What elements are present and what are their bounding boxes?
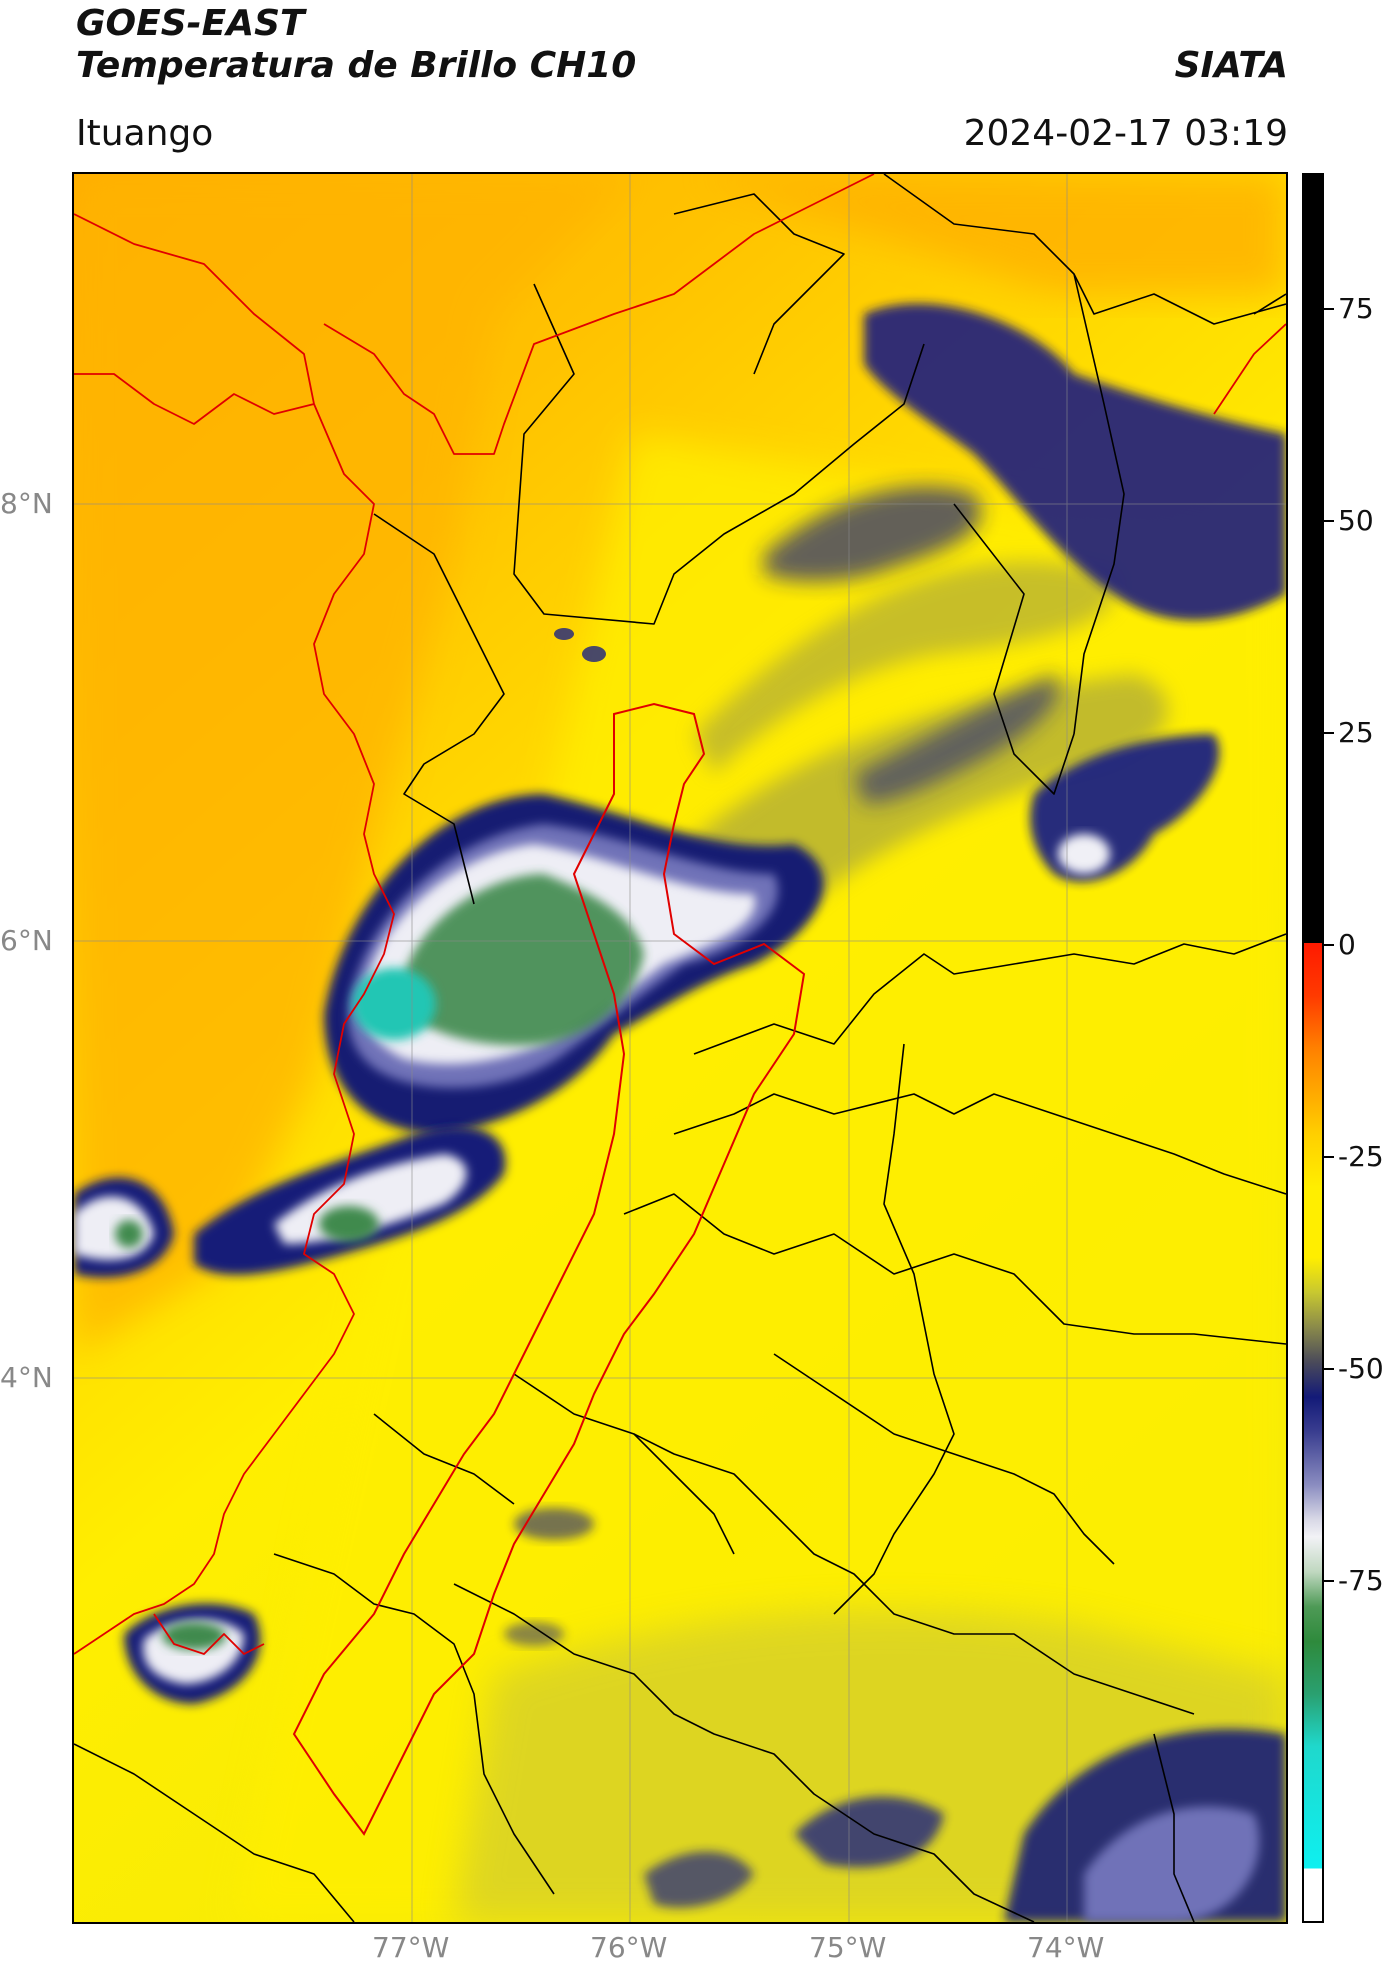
organization-label: SIATA (1174, 45, 1288, 86)
cloud-speck-4 (582, 646, 606, 662)
colorbar-tick-0 (1324, 944, 1334, 946)
cool-yellow-area (234, 434, 1286, 1922)
coast-sw-island (153, 1613, 265, 1655)
boundary-dept-14 (273, 1553, 555, 1895)
boundary-dept-5 (1073, 273, 1125, 735)
boundary-dept-2 (373, 513, 505, 905)
cloud-speck-1 (514, 1508, 594, 1540)
colorbar-label-minus25: -25 (1338, 1140, 1384, 1173)
cloud-east-cell-top (1058, 834, 1110, 874)
location-label: Ituango (76, 113, 214, 154)
antioquia-boundary (292, 702, 806, 1836)
boundary-dept-12 (633, 1433, 1195, 1715)
boundary-dept-4 (883, 174, 1286, 325)
cloud-coast-green (162, 1622, 226, 1650)
cloud-ne-tail (764, 486, 982, 582)
coast-ne (1213, 323, 1286, 415)
lat-label-6n: 6°N (0, 924, 53, 957)
lat-label-8n: 8°N (0, 487, 53, 520)
boundary-dept-1 (513, 283, 925, 625)
boundary-dept-18 (373, 1413, 515, 1505)
colorbar-label-minus50: -50 (1338, 1352, 1384, 1385)
boundary-dept-7 (693, 933, 1286, 1055)
colorbar-label-25: 25 (1338, 716, 1374, 749)
colorbar-label-minus75: -75 (1338, 1564, 1384, 1597)
boundary-dept-13 (453, 1583, 1035, 1922)
colorbar-label-0: 0 (1338, 928, 1356, 961)
lon-label-76w: 76°W (590, 1931, 668, 1964)
colorbar-tick-minus25 (1324, 1156, 1334, 1158)
boundary-dept-19 (1253, 293, 1286, 315)
boundary-dept-10 (833, 1043, 955, 1615)
boundary-dept-16 (1153, 1733, 1195, 1922)
cloud-mid-band (854, 674, 1060, 804)
satellite-title: GOES-EAST (76, 3, 305, 44)
map-canvas (74, 174, 1286, 1922)
cloud-west-green (115, 1220, 143, 1248)
lat-label-4n: 4°N (0, 1361, 53, 1394)
boundary-dept-3 (673, 193, 845, 375)
boundary-dept-8 (673, 1093, 1286, 1195)
boundary-dept-17 (513, 1373, 735, 1555)
satellite-map[interactable] (72, 172, 1288, 1924)
timestamp-label: 2024-02-17 03:19 (963, 113, 1288, 154)
cloud-speck-3 (554, 628, 574, 640)
cloud-south-cell-2 (644, 1851, 754, 1908)
coast-panama-north (74, 213, 315, 425)
graticule (74, 174, 1286, 1922)
cloud-se-mid (1084, 1806, 1260, 1922)
cloud-main-cyan (352, 968, 436, 1040)
colorbar-tick-25 (1324, 732, 1334, 734)
colorbar (1302, 173, 1324, 1923)
cloud-sw-green (319, 1206, 379, 1242)
colorbar-label-50: 50 (1338, 504, 1374, 537)
lon-label-74w: 74°W (1027, 1931, 1105, 1964)
cloud-ne-core (864, 303, 1286, 621)
colorbar-tick-minus75 (1324, 1580, 1334, 1582)
colorbar-tick-minus50 (1324, 1368, 1334, 1370)
cloud-south-cell (794, 1796, 944, 1868)
lon-label-75w: 75°W (809, 1931, 887, 1964)
lon-label-77w: 77°W (372, 1931, 450, 1964)
warm-area-north (694, 174, 1286, 294)
cloud-main-green (404, 874, 644, 1046)
warm-area-west (74, 174, 634, 1354)
boundary-dept-9 (623, 1193, 1286, 1345)
colorbar-tick-75 (1324, 308, 1334, 310)
product-title: Temperatura de Brillo CH10 (76, 45, 637, 86)
cloud-band-2 (694, 561, 1117, 774)
admin-boundaries (74, 174, 1286, 1922)
colorbar-label-75: 75 (1338, 292, 1374, 325)
coast-pacific (74, 403, 395, 1655)
coast-caribbean (323, 174, 875, 455)
boundary-dept-15 (74, 1743, 355, 1922)
cloud-speck-2 (504, 1622, 564, 1646)
boundary-dept-6 (953, 503, 1075, 795)
coastlines (74, 174, 1286, 1655)
colorbar-tick-50 (1324, 520, 1334, 522)
boundary-dept-11 (773, 1353, 1115, 1565)
